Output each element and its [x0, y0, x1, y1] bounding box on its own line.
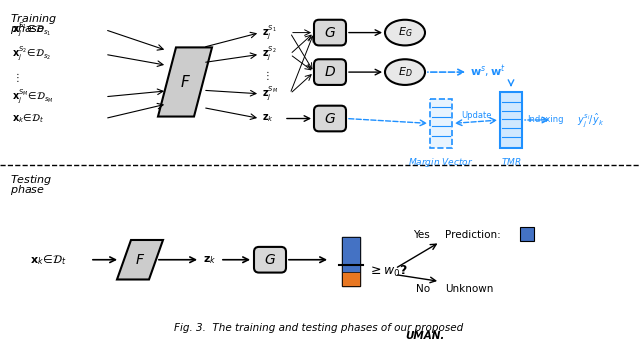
- Text: $\geq w_0$?: $\geq w_0$?: [368, 264, 408, 279]
- Polygon shape: [158, 47, 212, 117]
- Text: $D$: $D$: [324, 65, 336, 79]
- Text: $\mathbf{z}_j^{S_M}$: $\mathbf{z}_j^{S_M}$: [262, 85, 278, 103]
- Ellipse shape: [385, 59, 425, 85]
- Text: Unknown: Unknown: [445, 284, 493, 294]
- Text: $\mathbf{x}_k\!\in\!\mathcal{D}_t$: $\mathbf{x}_k\!\in\!\mathcal{D}_t$: [12, 112, 45, 125]
- Text: $\it{phase}$: $\it{phase}$: [10, 183, 45, 197]
- Text: $\mathbf{z}_k$: $\mathbf{z}_k$: [203, 254, 216, 266]
- Text: Yes: Yes: [413, 230, 430, 240]
- Text: $\mathbf{x}_j^{S_M}\!\in\!\mathcal{D}_{s_M}$: $\mathbf{x}_j^{S_M}\!\in\!\mathcal{D}_{s…: [12, 88, 54, 106]
- Text: $E_D$: $E_D$: [397, 65, 412, 79]
- Text: $G$: $G$: [324, 112, 336, 125]
- Text: $E_G$: $E_G$: [397, 26, 412, 40]
- Text: $\mathbf{x}_j^{S_2}\!\in\!\mathcal{D}_{s_2}$: $\mathbf{x}_j^{S_2}\!\in\!\mathcal{D}_{s…: [12, 45, 51, 63]
- Text: $\mathbf{x}_j^{S_1}\!\in\!\mathcal{D}_{s_1}$: $\mathbf{x}_j^{S_1}\!\in\!\mathcal{D}_{s…: [12, 20, 51, 39]
- Text: $G$: $G$: [324, 26, 336, 40]
- Polygon shape: [117, 240, 163, 280]
- Text: $\it{Training}$: $\it{Training}$: [10, 12, 57, 26]
- Text: $\mathbf{z}_j^{S_2}$: $\mathbf{z}_j^{S_2}$: [262, 45, 276, 63]
- Text: $\vdots$: $\vdots$: [262, 69, 269, 81]
- Text: $\mathbf{x}_k\!\in\!\mathcal{D}_t$: $\mathbf{x}_k\!\in\!\mathcal{D}_t$: [30, 253, 67, 267]
- Text: $F$: $F$: [180, 74, 191, 90]
- Text: No: No: [416, 284, 430, 294]
- Text: $y_j^{s_i}/\hat{y}_k$: $y_j^{s_i}/\hat{y}_k$: [577, 111, 604, 129]
- Text: $\vdots$: $\vdots$: [12, 71, 19, 84]
- Bar: [520, 227, 534, 241]
- Ellipse shape: [385, 20, 425, 45]
- Text: $\mathbf{z}_k$: $\mathbf{z}_k$: [262, 113, 274, 124]
- Text: Prediction:: Prediction:: [445, 230, 500, 240]
- Bar: [430, 99, 452, 148]
- Text: $G$: $G$: [264, 253, 276, 267]
- FancyBboxPatch shape: [314, 59, 346, 85]
- FancyBboxPatch shape: [254, 247, 286, 272]
- FancyBboxPatch shape: [314, 20, 346, 45]
- Text: Fig. 3.  The training and testing phases of our proposed: Fig. 3. The training and testing phases …: [173, 323, 467, 333]
- Bar: [342, 237, 360, 286]
- Text: $\it{TMR}$: $\it{TMR}$: [500, 156, 522, 167]
- Text: $\it{phase}$: $\it{phase}$: [10, 22, 45, 36]
- Bar: [342, 267, 360, 286]
- Bar: [500, 92, 522, 148]
- Text: Update: Update: [461, 111, 492, 120]
- Text: $F$: $F$: [135, 253, 145, 267]
- Text: $\mathbf{z}_j^{S_1}$: $\mathbf{z}_j^{S_1}$: [262, 24, 276, 42]
- Text: $\it{Margin\ Vector}$: $\it{Margin\ Vector}$: [408, 156, 474, 169]
- Bar: [342, 237, 360, 271]
- Text: UMAN.: UMAN.: [405, 331, 445, 341]
- Text: Indexing: Indexing: [527, 116, 563, 124]
- FancyBboxPatch shape: [314, 106, 346, 131]
- Text: $\it{Testing}$: $\it{Testing}$: [10, 173, 52, 187]
- Text: $\mathbf{w}^s, \mathbf{w}^t$: $\mathbf{w}^s, \mathbf{w}^t$: [470, 64, 506, 80]
